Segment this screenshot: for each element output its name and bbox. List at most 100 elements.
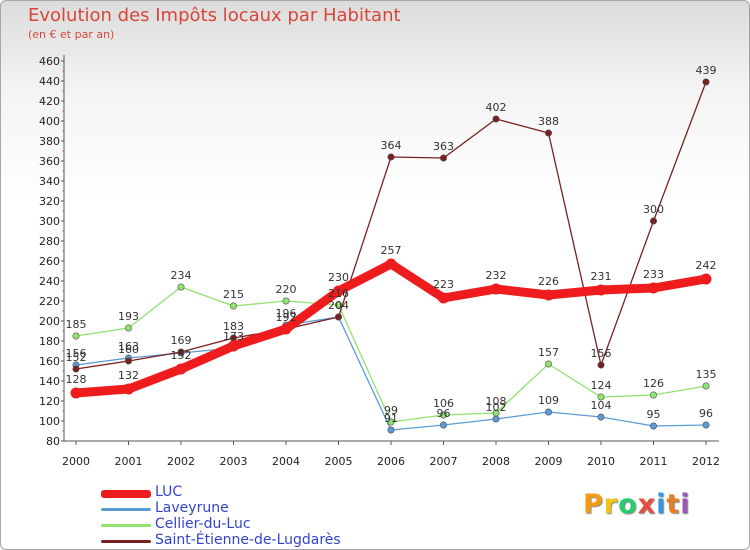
data-label-luc: 226 <box>538 275 559 288</box>
data-label-saint-etienne-de-lugdares: 402 <box>486 101 507 114</box>
data-label-saint-etienne-de-lugdares: 160 <box>118 343 139 356</box>
data-label-laveyrune: 91 <box>384 412 398 425</box>
y-tick-label: 160 <box>39 355 60 368</box>
x-tick-label: 2001 <box>115 455 143 468</box>
point-cellier-du-luc <box>387 418 395 426</box>
point-luc <box>700 273 712 285</box>
data-label-saint-etienne-de-lugdares: 192 <box>276 311 297 324</box>
x-tick-label: 2009 <box>535 455 563 468</box>
y-tick-label: 380 <box>39 135 60 148</box>
point-luc <box>280 323 292 335</box>
data-label-laveyrune: 96 <box>699 407 713 420</box>
data-label-cellier-du-luc: 126 <box>643 377 664 390</box>
data-label-laveyrune: 96 <box>437 407 451 420</box>
x-tick-label: 2010 <box>587 455 615 468</box>
point-laveyrune <box>702 421 710 429</box>
y-tick-label: 360 <box>39 155 60 168</box>
chart-title: Evolution des Impôts locaux par Habitant <box>28 5 401 26</box>
data-label-laveyrune: 163 <box>118 340 139 353</box>
data-label-cellier-du-luc: 215 <box>223 288 244 301</box>
y-tick-label: 180 <box>39 335 60 348</box>
data-label-saint-etienne-de-lugdares: 439 <box>696 64 717 77</box>
data-label-cellier-du-luc: 157 <box>538 346 559 359</box>
y-tick-label: 440 <box>39 75 60 88</box>
point-cellier-du-luc <box>702 382 710 390</box>
data-label-saint-etienne-de-lugdares: 364 <box>381 139 402 152</box>
data-label-laveyrune: 196 <box>276 307 297 320</box>
point-luc <box>333 285 344 297</box>
data-label-saint-etienne-de-lugdares: 388 <box>538 115 559 128</box>
point-saint-etienne-de-lugdares <box>334 313 342 321</box>
point-laveyrune <box>649 422 657 430</box>
data-label-saint-etienne-de-lugdares: 152 <box>66 351 87 364</box>
legend-label: Laveyrune <box>155 500 229 516</box>
data-label-cellier-du-luc: 135 <box>696 368 717 381</box>
point-luc <box>123 383 134 395</box>
legend-label: LUC <box>155 484 183 500</box>
y-tick-label: 300 <box>39 215 60 228</box>
point-cellier-du-luc <box>72 332 80 340</box>
point-saint-etienne-de-lugdares <box>177 348 185 356</box>
data-label-luc: 242 <box>696 259 717 272</box>
x-tick-label: 2008 <box>482 455 510 468</box>
data-label-cellier-du-luc: 193 <box>118 310 139 323</box>
point-luc <box>648 282 659 294</box>
legend-swatch <box>101 524 151 527</box>
x-tick-label: 2012 <box>692 455 720 468</box>
data-label-laveyrune: 102 <box>486 401 507 414</box>
data-label-cellier-du-luc: 220 <box>276 283 297 296</box>
legend-swatch <box>101 540 151 543</box>
y-tick-label: 400 <box>39 115 60 128</box>
point-saint-etienne-de-lugdares <box>72 365 80 373</box>
y-tick-label: 100 <box>39 415 60 428</box>
point-saint-etienne-de-lugdares <box>492 115 500 123</box>
point-cellier-du-luc <box>334 301 342 309</box>
x-tick-label: 2003 <box>220 455 248 468</box>
logo-letter: o <box>618 489 638 520</box>
x-tick-label: 2000 <box>62 455 90 468</box>
data-label-luc: 152 <box>171 349 192 362</box>
series-line-luc <box>71 259 711 398</box>
data-label-saint-etienne-de-lugdares: 183 <box>223 320 244 333</box>
data-label-laveyrune: 173 <box>223 330 244 343</box>
data-label-cellier-du-luc: 99 <box>384 404 398 417</box>
legend-swatch <box>101 508 151 511</box>
logo-letter: t <box>666 489 681 520</box>
point-luc <box>385 258 397 270</box>
data-label-saint-etienne-de-lugdares: 204 <box>328 299 349 312</box>
data-label-luc: 232 <box>486 269 507 282</box>
point-cellier-du-luc <box>230 302 238 310</box>
point-luc <box>438 292 449 304</box>
point-cellier-du-luc <box>649 391 657 399</box>
point-luc <box>595 284 607 296</box>
point-cellier-du-luc <box>492 409 500 417</box>
data-label-cellier-du-luc: 185 <box>66 318 87 331</box>
point-cellier-du-luc <box>177 283 185 291</box>
data-label-cellier-du-luc: 124 <box>591 379 612 392</box>
data-label-luc: 231 <box>591 270 612 283</box>
y-tick-label: 280 <box>39 235 60 248</box>
y-tick-label: 220 <box>39 295 60 308</box>
point-laveyrune <box>387 426 395 434</box>
point-saint-etienne-de-lugdares <box>439 154 447 162</box>
logo-letter: r <box>603 489 619 520</box>
proxiti-logo: Proxiti <box>583 489 691 520</box>
data-label-saint-etienne-de-lugdares: 169 <box>171 334 192 347</box>
data-label-laveyrune: 109 <box>538 394 559 407</box>
x-tick-label: 2007 <box>430 455 458 468</box>
point-laveyrune <box>597 413 605 421</box>
point-luc <box>228 340 239 352</box>
series-line-saint-etienne-de-lugdares <box>75 81 707 370</box>
line-chart: 80 100 120 140 160 180 200 220 240 260 280 300 320 34… <box>39 55 720 468</box>
y-tick-label: 340 <box>39 175 60 188</box>
data-label-luc: 257 <box>381 244 402 257</box>
point-cellier-du-luc <box>125 324 133 332</box>
point-luc <box>543 289 554 301</box>
y-tick-label: 200 <box>39 315 60 328</box>
point-cellier-du-luc <box>544 360 552 368</box>
data-label-saint-etienne-de-lugdares: 156 <box>591 347 612 360</box>
x-tick-label: 2002 <box>167 455 195 468</box>
y-tick-label: 320 <box>39 195 60 208</box>
point-laveyrune <box>492 415 500 423</box>
